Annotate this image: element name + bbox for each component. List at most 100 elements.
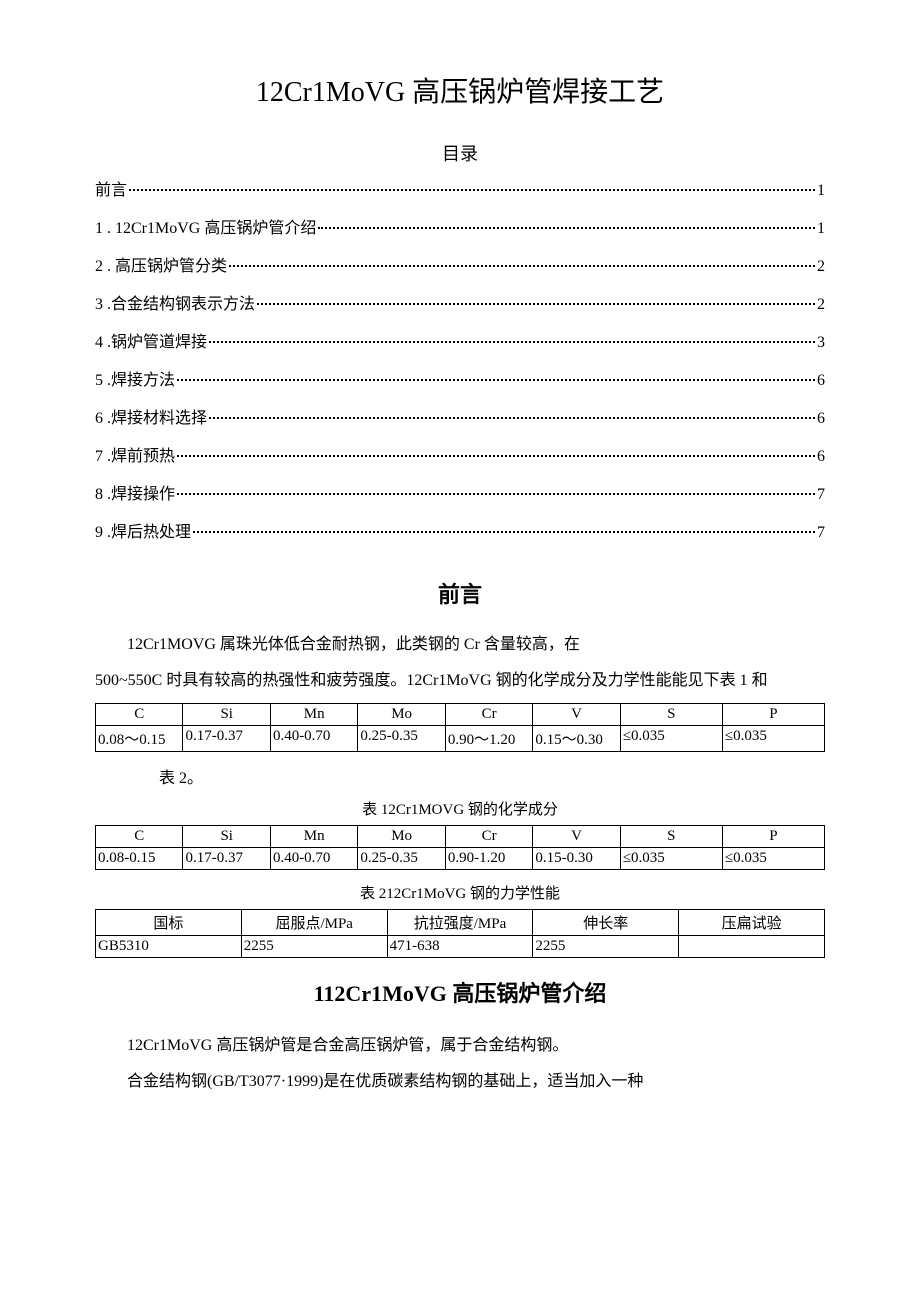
- table-row: 0.08-0.150.17-0.370.40-0.700.25-0.350.90…: [96, 848, 825, 870]
- toc-list: 前言 11 . 12Cr1MoVG 高压锅炉管介绍 12 . 高压锅炉管分类23…: [95, 176, 825, 542]
- table-header-cell: V: [533, 704, 620, 726]
- toc-label: 7 .焊前预热: [95, 442, 175, 466]
- toc-dots: [177, 455, 815, 457]
- toc-page: 1: [817, 220, 825, 238]
- main-title: 12Cr1MoVG 高压锅炉管焊接工艺: [95, 70, 825, 110]
- table-cell: 0.17-0.37: [183, 726, 270, 752]
- table-cell: 0.25-0.35: [358, 848, 445, 870]
- toc-dots: [209, 341, 815, 343]
- table-mech-3: 国标屈服点/MPa抗拉强度/MPa伸长率压扁试验GB53102255471-63…: [95, 909, 825, 958]
- table-row: GB53102255471-6382255: [96, 936, 825, 958]
- table-header-cell: C: [96, 826, 183, 848]
- table-header-cell: 伸长率: [533, 910, 679, 936]
- toc-item: 9 .焊后热处理 7: [95, 518, 825, 542]
- toc-item: 3 .合金结构钢表示方法 2: [95, 290, 825, 314]
- table-cell: 0.90-1.20: [445, 848, 532, 870]
- toc-item: 2 . 高压锅炉管分类 2: [95, 252, 825, 276]
- table-cell: 2255: [533, 936, 679, 958]
- toc-page: 7: [817, 486, 825, 504]
- toc-page: 6: [817, 410, 825, 428]
- toc-dots: [229, 265, 815, 267]
- toc-label: 1 . 12Cr1MoVG 高压锅炉管介绍: [95, 214, 316, 238]
- table-cell: 0.40-0.70: [270, 848, 357, 870]
- toc-label: 3 .合金结构钢表示方法: [95, 290, 255, 314]
- table-chem-1: CSiMnMoCrVSP0.08～0.150.17-0.370.40-0.700…: [95, 703, 825, 752]
- toc-dots: [177, 493, 815, 495]
- after-table1-note: 表 2。: [95, 764, 825, 788]
- toc-page: 2: [817, 258, 825, 276]
- table-header-cell: S: [620, 704, 722, 726]
- table-cell: 0.08-0.15: [96, 848, 183, 870]
- table-header-cell: P: [722, 826, 824, 848]
- table-cell: 0.15-0.30: [533, 848, 620, 870]
- table-header-cell: Cr: [445, 826, 532, 848]
- table-cell: ≤0.035: [620, 726, 722, 752]
- table-header-cell: Si: [183, 704, 270, 726]
- table-cell: 0.15～0.30: [533, 726, 620, 752]
- toc-item: 8 .焊接操作 7: [95, 480, 825, 504]
- toc-dots: [129, 189, 815, 191]
- toc-label: 8 .焊接操作: [95, 480, 175, 504]
- toc-label: 6 .焊接材料选择: [95, 404, 207, 428]
- table2-caption: 表 12Cr1MOVG 钢的化学成分: [95, 798, 825, 819]
- toc-label: 前言: [95, 176, 127, 200]
- table-header-cell: V: [533, 826, 620, 848]
- preface-heading: 前言: [95, 577, 825, 609]
- toc-dots: [209, 417, 815, 419]
- table-chem-2: CSiMnMoCrVSP0.08-0.150.17-0.370.40-0.700…: [95, 825, 825, 870]
- section1-title: 112Cr1MoVG 高压锅炉管介绍: [95, 976, 825, 1008]
- table-cell: 0.08～0.15: [96, 726, 183, 752]
- toc-label: 9 .焊后热处理: [95, 518, 191, 542]
- table3-caption: 表 212Cr1MoVG 钢的力学性能: [95, 882, 825, 903]
- toc-label: 2 . 高压锅炉管分类: [95, 252, 227, 276]
- preface-line-1: 12Cr1MOVG 属珠光体低合金耐热钢，此类钢的 Cr 含量较高，在: [95, 629, 825, 661]
- table-cell: 0.40-0.70: [270, 726, 357, 752]
- table-cell: 0.17-0.37: [183, 848, 270, 870]
- toc-dots: [318, 227, 815, 229]
- toc-page: 7: [817, 524, 825, 542]
- toc-dots: [257, 303, 815, 305]
- table-header-cell: Mn: [270, 826, 357, 848]
- toc-page: 2: [817, 296, 825, 314]
- table-cell: ≤0.035: [620, 848, 722, 870]
- table-cell: [679, 936, 825, 958]
- table-cell: 471-638: [387, 936, 533, 958]
- table-header-cell: C: [96, 704, 183, 726]
- table-header-cell: 国标: [96, 910, 242, 936]
- table-header-cell: S: [620, 826, 722, 848]
- toc-item: 1 . 12Cr1MoVG 高压锅炉管介绍 1: [95, 214, 825, 238]
- toc-page: 6: [817, 448, 825, 466]
- section1-line-2: 合金结构钢(GB/T3077·1999)是在优质碳素结构钢的基础上，适当加入一种: [95, 1066, 825, 1098]
- table-cell: GB5310: [96, 936, 242, 958]
- toc-page: 6: [817, 372, 825, 390]
- toc-item: 6 .焊接材料选择 6: [95, 404, 825, 428]
- toc-dots: [193, 531, 815, 533]
- toc-item: 7 .焊前预热 6: [95, 442, 825, 466]
- table-cell: ≤0.035: [722, 726, 824, 752]
- toc-item: 5 .焊接方法 6: [95, 366, 825, 390]
- toc-item: 前言 1: [95, 176, 825, 200]
- table-header-cell: 屈服点/MPa: [241, 910, 387, 936]
- table-row: 0.08～0.150.17-0.370.40-0.700.25-0.350.90…: [96, 726, 825, 752]
- toc-label: 5 .焊接方法: [95, 366, 175, 390]
- toc-label: 4 .锅炉管道焊接: [95, 328, 207, 352]
- table-cell: 0.25-0.35: [358, 726, 445, 752]
- section1-line-1: 12Cr1MoVG 高压锅炉管是合金高压锅炉管，属于合金结构钢。: [95, 1030, 825, 1062]
- table-cell: ≤0.035: [722, 848, 824, 870]
- preface-line-2: 500~550C 时具有较高的热强性和疲劳强度。12Cr1MoVG 钢的化学成分…: [95, 665, 825, 697]
- table-header-cell: 压扁试验: [679, 910, 825, 936]
- toc-heading: 目录: [95, 140, 825, 166]
- table-cell: 2255: [241, 936, 387, 958]
- table-header-cell: Mo: [358, 826, 445, 848]
- table-header-cell: Cr: [445, 704, 532, 726]
- toc-item: 4 .锅炉管道焊接 3: [95, 328, 825, 352]
- table-header-cell: Mn: [270, 704, 357, 726]
- table-header-cell: 抗拉强度/MPa: [387, 910, 533, 936]
- table-header-cell: P: [722, 704, 824, 726]
- table-header-cell: Si: [183, 826, 270, 848]
- table-header-cell: Mo: [358, 704, 445, 726]
- table-cell: 0.90～1.20: [445, 726, 532, 752]
- toc-page: 1: [817, 182, 825, 200]
- toc-page: 3: [817, 334, 825, 352]
- toc-dots: [177, 379, 815, 381]
